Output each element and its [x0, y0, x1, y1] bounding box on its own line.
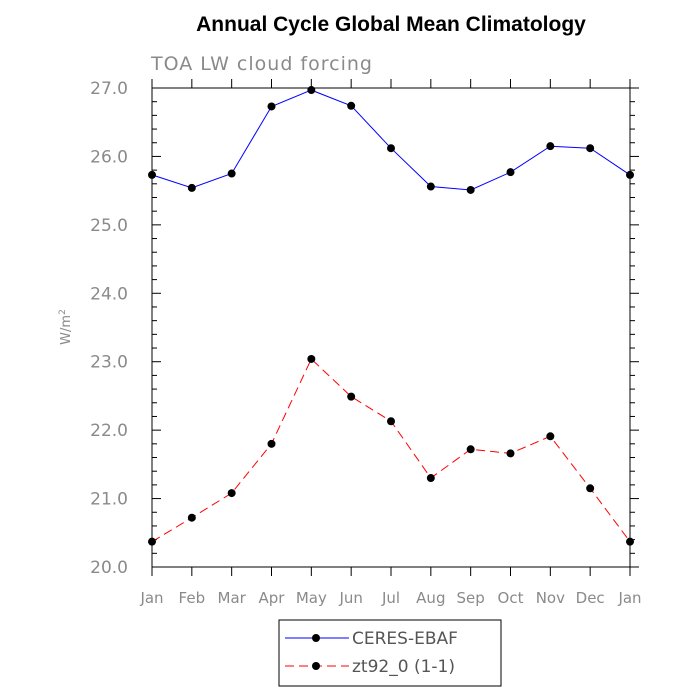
series-1-point: [546, 432, 555, 441]
legend-box: [278, 619, 502, 687]
y-tick-label: 22.0: [90, 421, 128, 441]
y-axis-label: W/m2: [58, 309, 74, 345]
y-tick-label: 23.0: [90, 353, 128, 373]
series-0-point: [307, 86, 316, 95]
series-1-point: [267, 439, 276, 448]
series-line-0: [151, 89, 631, 191]
y-tick-label: 24.0: [90, 284, 128, 304]
y-tick-label: 25.0: [90, 216, 128, 236]
y-tick-label: 21.0: [90, 490, 128, 510]
legend-label-zt92: zt92_0 (1-1): [352, 657, 455, 677]
series-1-point: [227, 489, 236, 498]
chart-subtitle: TOA LW cloud forcing: [150, 53, 373, 75]
x-tick-label: Jan: [139, 589, 163, 607]
legend-marker-ceres-ebaf: [312, 634, 320, 642]
series-0-point: [187, 183, 196, 192]
x-tick-label: Nov: [536, 589, 565, 607]
series-1-point: [426, 474, 435, 483]
series-1-point: [506, 449, 515, 458]
x-tick-label: Dec: [576, 589, 605, 607]
series-line-1: [151, 358, 631, 543]
series-0-point: [506, 168, 515, 177]
x-tick-label: Sep: [457, 589, 485, 607]
y-tick-label: 20.0: [90, 558, 128, 578]
y-axis-label-superscript: 2: [58, 309, 68, 315]
series-0-point: [347, 101, 356, 110]
series-0-point: [426, 182, 435, 191]
series-1-point: [626, 537, 634, 546]
x-tick-label: Jul: [381, 589, 400, 607]
y-tick-label: 27.0: [90, 79, 128, 99]
series-0-point: [148, 170, 156, 179]
series-0-point: [626, 170, 634, 179]
legend: CERES-EBAF zt92_0 (1-1): [278, 619, 502, 687]
x-tick-label: Jun: [338, 589, 362, 607]
x-tick-label: May: [296, 589, 327, 607]
plot-frame: [151, 87, 631, 568]
y-axis: 20.0 21.0 22.0 23.0 24.0 25.0 26.0 27.0: [90, 79, 639, 578]
x-tick-label: Jan: [617, 589, 641, 607]
x-axis: Jan Feb Mar Apr May Jun Jul Aug Sep Oct Nov Dec Jan: [139, 79, 642, 607]
series-0-point: [267, 102, 276, 111]
y-tick-label: 26.0: [90, 147, 128, 167]
x-tick-label: Apr: [259, 589, 286, 607]
chart-title: Annual Cycle Global Mean Climatology: [196, 13, 586, 36]
y-axis-label-text: W/m: [59, 315, 74, 345]
series: [148, 86, 634, 546]
legend-label-ceres-ebaf: CERES-EBAF: [352, 629, 458, 649]
x-tick-label: Mar: [218, 589, 247, 607]
series-1-point: [148, 537, 156, 546]
series-0-point: [387, 144, 395, 153]
series-1-point: [466, 445, 475, 454]
x-tick-label: Oct: [498, 589, 524, 607]
series-0-point: [546, 142, 555, 151]
series-1-point: [347, 392, 356, 401]
series-0-point: [227, 169, 236, 178]
series-1-point: [187, 513, 196, 522]
series-0-point: [586, 144, 595, 153]
x-tick-label: Aug: [416, 589, 445, 607]
series-1-point: [307, 354, 316, 363]
x-tick-label: Feb: [179, 589, 206, 607]
series-1-point: [586, 484, 595, 493]
series-1-point: [387, 417, 395, 426]
series-0-point: [466, 185, 475, 194]
legend-marker-zt92: [312, 662, 320, 670]
